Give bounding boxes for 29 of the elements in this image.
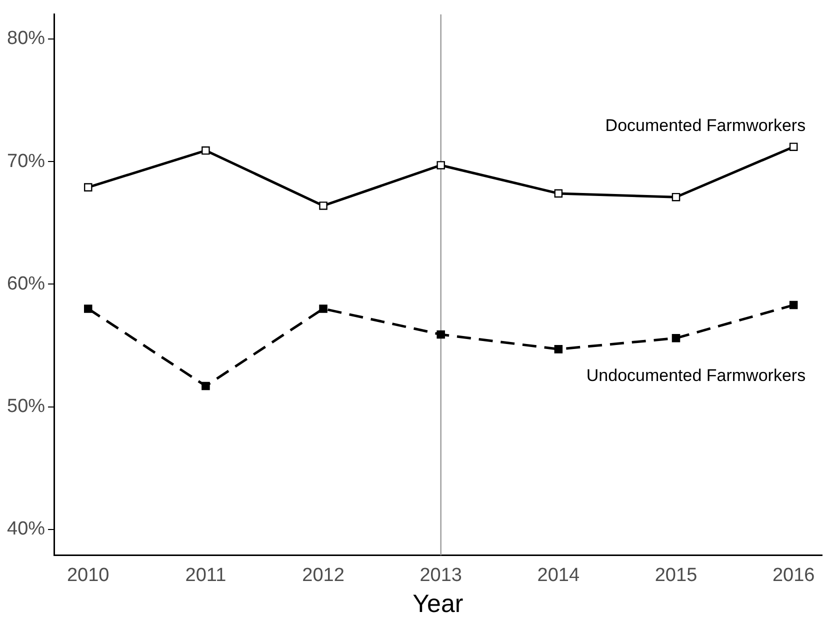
y-tick-label: 50% xyxy=(6,396,46,418)
point xyxy=(672,192,680,202)
point xyxy=(202,146,210,155)
point xyxy=(789,300,798,310)
x-axis-title: Year xyxy=(412,590,464,618)
point xyxy=(84,183,92,192)
point xyxy=(319,304,328,313)
point xyxy=(672,334,680,342)
x-tick-label: 2015 xyxy=(654,564,698,586)
point xyxy=(202,382,210,390)
x-tick-label: 2012 xyxy=(302,564,344,586)
point xyxy=(436,330,445,339)
series-label: Documented Farmworkers xyxy=(605,116,806,135)
x-tick-label: 2016 xyxy=(772,564,815,586)
point xyxy=(436,161,445,170)
series-label: Undocumented Farmworkers xyxy=(586,366,806,386)
y-tick-label: 40% xyxy=(6,518,46,540)
x-tick-label: 2013 xyxy=(420,564,462,586)
x-tick-label: 2014 xyxy=(537,564,580,586)
x-tick-label: 2010 xyxy=(66,564,110,586)
point xyxy=(789,142,798,151)
point xyxy=(554,189,563,198)
y-tick-label: 70% xyxy=(6,150,46,172)
point xyxy=(319,202,328,210)
point xyxy=(554,345,563,354)
y-tick-label: 80% xyxy=(6,28,46,50)
point xyxy=(84,304,92,313)
x-tick-label: 2011 xyxy=(185,564,226,586)
y-tick-label: 60% xyxy=(6,273,46,294)
